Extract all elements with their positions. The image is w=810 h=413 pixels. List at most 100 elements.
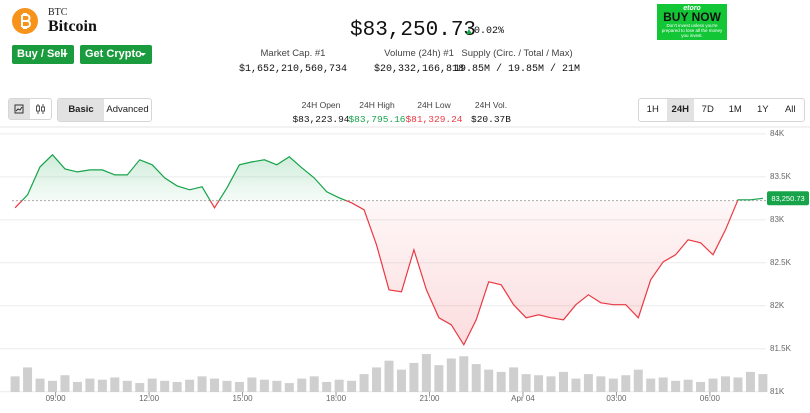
day-stat-label: 24H High [359,100,395,110]
volume-bar [222,380,232,392]
volume-bar [708,378,718,392]
mode-button[interactable]: Basic [58,99,104,121]
current-price-label: 83,250.73 [771,194,804,203]
get-crypto-button[interactable]: Get Crypto [80,45,152,64]
volume-bar [596,376,606,392]
volume-bar [733,377,743,392]
day-stat-value: $83,223.94 [292,114,350,125]
volume-bar [646,378,656,392]
stat: Supply (Circ. / Total / Max) 19.85M / 19.… [442,48,592,75]
volume-bar [496,371,506,392]
volume-bar [48,380,58,392]
y-tick-label: 82.5K [770,258,792,267]
chart-type-toggle [8,98,52,120]
day-stat: 24H High $83,795.16 [342,100,412,125]
volume-bar [372,367,382,392]
volume-bar [409,362,419,392]
volume-bar [633,369,643,392]
y-tick-label: 83K [770,215,785,224]
x-tick-label: 09:00 [46,394,67,403]
range-toggle: 1H 24H 7D 1M 1Y All [638,98,805,122]
range-button[interactable]: 1H [646,104,659,115]
volume-bar [160,380,170,392]
mode-toggle: Basic Advanced [57,98,152,122]
range-button[interactable]: All [784,104,796,115]
volume-bar [471,364,481,392]
volume-bar [85,378,95,392]
volume-bar [459,356,469,392]
ad-banner[interactable]: etoro BUY NOW Don't invest unless you're… [657,4,727,40]
volume-bar [23,367,33,392]
volume-bar [608,378,618,392]
volume-bar [210,378,220,392]
symbol: BTC [48,7,68,18]
price-change: 0.02% [474,26,505,37]
volume-bar [621,375,631,392]
volume-bar [359,374,369,392]
day-stat-label: 24H Low [417,100,451,110]
stat-label: Volume (24h) #1 [384,48,454,59]
volume-bar [322,381,332,392]
day-stat-value: $20.37B [471,114,511,125]
volume-bar [758,374,768,392]
volume-bar [72,381,82,392]
x-tick-label: 18:00 [326,394,347,403]
candle-icon[interactable] [30,99,51,119]
volume-bar [35,378,45,392]
stat-value: 19.85M / 19.85M / 21M [453,64,581,75]
ad-brand: etoro [683,5,701,12]
volume-bar [234,381,244,392]
y-tick-label: 82K [770,301,785,310]
x-tick-label: 21:00 [419,394,440,403]
range-button[interactable]: 24H [666,99,694,121]
range-button[interactable]: 1Y [756,104,769,115]
volume-bar [521,374,531,392]
x-tick-label: 15:00 [233,394,254,403]
volume-bar [658,377,668,392]
volume-bar [583,374,593,392]
mode-button[interactable]: Advanced [106,104,149,115]
volume-bar [696,381,706,392]
volume-bar [122,380,132,392]
volume-bar [297,378,307,392]
volume-bar [97,379,107,392]
volume-bar [147,378,157,392]
volume-bar [434,365,444,392]
day-stat-value: $83,795.16 [348,114,406,125]
stat: Market Cap. #1 $1,652,210,560,734 [218,48,368,75]
volume-bar [671,380,681,392]
up-arrow [466,29,472,34]
range-button[interactable]: 1M [728,104,742,115]
btc-logo [12,8,38,34]
price-line [14,153,763,347]
volume-bar [683,379,693,392]
stat: Volume (24h) #1 $20,332,166,818 [344,48,494,75]
volume-bar [272,380,282,392]
volume-bar [534,375,544,392]
volume-bar [347,380,357,392]
ad-cta: BUY NOW [663,10,721,24]
y-tick-label: 84K [770,129,785,138]
volume-bar [135,383,145,392]
volume-bar [546,376,556,392]
volume-bar [247,377,257,392]
day-stat-value: $81,329.24 [405,114,463,125]
volume-bar [10,376,20,392]
stat-label: Supply (Circ. / Total / Max) [461,48,573,59]
x-tick-label: 06:00 [700,394,721,403]
day-stat: 24H Low $81,329.24 [399,100,469,125]
volume-bar [384,360,394,392]
buy-sell-button[interactable]: Buy / Sell [12,45,74,64]
line-icon[interactable] [9,99,30,119]
coin-name: Bitcoin [48,18,97,35]
range-button[interactable]: 7D [701,104,714,115]
volume-bar [446,358,456,392]
x-tick-label: 12:00 [139,394,160,403]
volume-bar [558,371,568,392]
volume-bar [284,383,294,392]
volume-bar [334,379,344,392]
volume-bar [172,381,182,392]
y-tick-label: 83.5K [770,172,792,181]
stat-value: $1,652,210,560,734 [238,64,348,75]
